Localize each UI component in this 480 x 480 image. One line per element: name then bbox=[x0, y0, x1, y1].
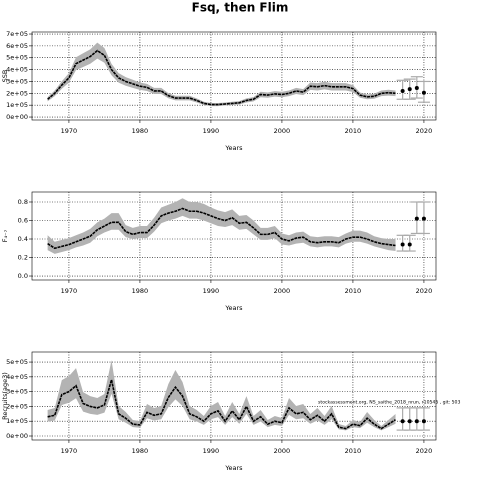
plot-frame bbox=[31, 351, 437, 441]
x-tick-label: 2010 bbox=[345, 127, 362, 135]
y-tick-label: 7e+05 bbox=[6, 30, 28, 38]
y-tick-label: 1e+05 bbox=[6, 101, 28, 109]
plot-frame bbox=[31, 191, 437, 281]
x-tick-label: 1970 bbox=[61, 447, 78, 455]
y-tick-label: 0.2 bbox=[18, 254, 28, 262]
y-tick-label: 3e+05 bbox=[6, 388, 28, 396]
y-tick-label: 0e+00 bbox=[6, 113, 28, 121]
forecast-point bbox=[407, 242, 412, 247]
plot-frame bbox=[31, 31, 437, 121]
forecast-point bbox=[414, 419, 419, 424]
x-axis-label: Years bbox=[224, 144, 243, 152]
panel: 1970 1980 1990 2000 2010 2020 0e+00 1e+05 2e+05 3… bbox=[1, 30, 437, 152]
x-tick-label: 2020 bbox=[416, 287, 433, 295]
panel: 1970 1980 1990 2000 2010 2020 0e+00 1e+05 2e+05 3… bbox=[1, 351, 460, 472]
x-tick-label: 1990 bbox=[203, 447, 220, 455]
y-tick-label: 2e+05 bbox=[6, 89, 28, 97]
estimate-line bbox=[47, 379, 396, 430]
x-tick-label: 1990 bbox=[203, 287, 220, 295]
chart-title: Fsq, then Flim bbox=[192, 1, 289, 15]
x-axis-label: Years bbox=[224, 304, 243, 312]
x-tick-label: 2000 bbox=[274, 127, 291, 135]
x-tick-label: 2020 bbox=[416, 447, 433, 455]
x-tick-label: 2000 bbox=[274, 287, 291, 295]
y-tick-label: 5e+05 bbox=[6, 54, 28, 62]
forecast-point bbox=[400, 88, 405, 93]
y-tick-label: 2e+05 bbox=[6, 402, 28, 410]
forecast-point bbox=[400, 419, 405, 424]
y-tick-label: 3e+05 bbox=[6, 77, 28, 85]
x-tick-label: 1970 bbox=[61, 127, 78, 135]
y-tick-label: 0.0 bbox=[18, 272, 28, 280]
confidence-band bbox=[47, 198, 396, 254]
y-axis-label: Recruits(age3) bbox=[1, 372, 9, 420]
y-tick-label: 4e+05 bbox=[6, 66, 28, 74]
estimate-line bbox=[47, 49, 396, 106]
x-tick-label: 1980 bbox=[132, 287, 149, 295]
x-tick-label: 1990 bbox=[203, 127, 220, 135]
forecast-point bbox=[407, 87, 412, 92]
panel: 1970 1980 1990 2000 2010 2020 0.0 0.2 0.4 0.6 0.8 Y… bbox=[1, 191, 437, 312]
x-tick-label: 1980 bbox=[132, 447, 149, 455]
y-tick-label: 5e+05 bbox=[6, 358, 28, 366]
x-tick-label: 1970 bbox=[61, 287, 78, 295]
estimate-line bbox=[47, 207, 396, 250]
annotation: stockassessment.org, NS_saithe_2018_nrun… bbox=[318, 399, 460, 405]
forecast-point bbox=[414, 85, 419, 90]
y-tick-label: 0.4 bbox=[18, 235, 28, 243]
y-tick-label: 0e+00 bbox=[6, 432, 28, 440]
forecast-point bbox=[407, 419, 412, 424]
y-tick-label: 6e+05 bbox=[6, 42, 28, 50]
y-tick-label: 4e+05 bbox=[6, 373, 28, 381]
x-tick-label: 1980 bbox=[132, 127, 149, 135]
y-tick-label: 0.8 bbox=[18, 198, 28, 206]
x-tick-label: 2010 bbox=[345, 447, 362, 455]
y-tick-label: 1e+05 bbox=[6, 417, 28, 425]
forecast-point bbox=[421, 216, 426, 221]
x-tick-label: 2010 bbox=[345, 287, 362, 295]
forecast-point bbox=[400, 242, 405, 247]
forecast-point bbox=[421, 419, 426, 424]
x-axis-label: Years bbox=[224, 464, 243, 472]
x-tick-label: 2000 bbox=[274, 447, 291, 455]
confidence-band bbox=[47, 42, 396, 107]
forecast-point bbox=[414, 216, 419, 221]
y-tick-label: 0.6 bbox=[18, 217, 28, 225]
y-axis-label: SSB bbox=[1, 70, 9, 83]
x-tick-label: 2020 bbox=[416, 127, 433, 135]
y-axis-label: F₄₋₇ bbox=[1, 229, 9, 242]
confidence-band bbox=[47, 360, 396, 431]
forecast-point bbox=[421, 90, 426, 95]
